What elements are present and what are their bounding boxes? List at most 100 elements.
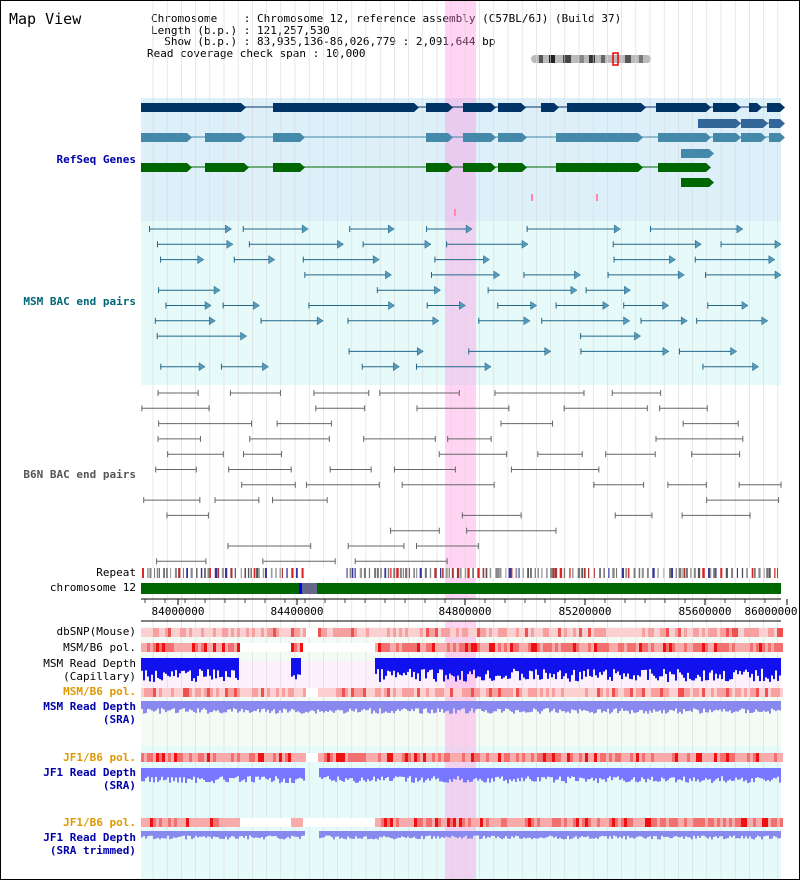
depth-bar	[467, 768, 469, 781]
depth-bar	[235, 768, 237, 778]
heat-cell	[204, 688, 207, 697]
heat-cell	[276, 688, 279, 697]
depth-bar	[249, 768, 251, 777]
depth-bar	[473, 658, 475, 670]
heat-cell	[528, 628, 531, 637]
depth-bar	[639, 701, 641, 711]
depth-bar	[367, 831, 369, 840]
depth-bar	[741, 768, 743, 778]
depth-bar	[543, 701, 545, 710]
depth-bar	[719, 768, 721, 782]
heat-cell	[189, 753, 192, 762]
depth-bar	[749, 768, 751, 783]
heat-cell	[594, 818, 597, 827]
heat-cell	[321, 643, 324, 652]
track-label-dbsnp: dbSNP(Mouse)	[56, 625, 136, 638]
heat-cell	[156, 818, 159, 827]
depth-bar	[515, 658, 517, 671]
heat-cell	[588, 818, 591, 827]
repeat-mark	[720, 568, 723, 578]
depth-bar	[323, 831, 325, 838]
heat-cell	[324, 628, 327, 637]
depth-bar	[489, 701, 491, 714]
depth-bar	[483, 831, 485, 836]
heat-cell	[387, 688, 390, 697]
depth-bar	[569, 768, 571, 779]
heat-cell	[480, 753, 483, 762]
depth-bar	[197, 658, 199, 676]
depth-bar	[277, 701, 279, 714]
heat-cell	[372, 628, 375, 637]
heat-cell	[213, 643, 216, 652]
heat-cell	[702, 643, 705, 652]
depth-bar	[213, 768, 215, 784]
heat-cell	[510, 688, 513, 697]
heat-cell	[423, 688, 426, 697]
heat-cell	[540, 643, 543, 652]
heat-cell	[693, 753, 696, 762]
heat-cell	[267, 818, 270, 827]
gene-exon	[463, 163, 491, 172]
depth-bar	[445, 658, 447, 676]
depth-bar	[605, 768, 607, 782]
heat-cell	[654, 818, 657, 827]
depth-bar	[437, 768, 439, 779]
heat-cell	[738, 628, 741, 637]
depth-bar	[463, 658, 465, 682]
depth-bar	[607, 768, 609, 779]
heat-cell	[618, 628, 621, 637]
heat-cell	[420, 753, 423, 762]
depth-bar	[587, 768, 589, 780]
depth-bar	[635, 701, 637, 713]
heat-cell	[738, 643, 741, 652]
depth-bar	[699, 768, 701, 783]
chromosome-ideogram[interactable]	[529, 52, 655, 66]
heat-cell	[690, 753, 693, 762]
depth-bar	[617, 658, 619, 672]
heat-cell	[243, 628, 246, 637]
depth-bar	[339, 701, 341, 711]
depth-bar	[689, 768, 691, 779]
heat-cell	[423, 643, 426, 652]
depth-bar	[461, 658, 463, 671]
heat-cell	[624, 628, 627, 637]
repeat-mark	[178, 568, 181, 578]
depth-bar	[581, 701, 583, 711]
repeat-mark	[736, 568, 738, 578]
heat-cell	[615, 688, 618, 697]
depth-bar	[499, 831, 501, 838]
depth-bar	[187, 701, 189, 712]
show-line: Show (b.p.) : 83,935,136-86,026,779 : 2,…	[151, 35, 496, 48]
depth-bar	[751, 768, 753, 779]
heat-cell	[321, 753, 324, 762]
heat-cell	[582, 643, 585, 652]
heat-cell	[369, 818, 372, 827]
heat-cell	[297, 643, 300, 652]
repeat-mark	[250, 568, 252, 578]
heat-cell	[432, 753, 435, 762]
depth-bar	[357, 831, 359, 839]
depth-bar	[311, 701, 313, 711]
depth-bar	[361, 831, 363, 839]
heat-cell	[624, 818, 627, 827]
depth-bar	[587, 831, 589, 837]
depth-bar	[201, 831, 203, 837]
repeat-mark	[459, 568, 462, 578]
repeat-mark	[608, 568, 610, 578]
heat-cell	[258, 753, 261, 762]
axis-tick-label: 84800000	[439, 605, 492, 618]
depth-bar	[157, 658, 159, 678]
repeat-mark	[387, 568, 390, 578]
heat-cell	[576, 818, 579, 827]
depth-bar	[451, 768, 453, 782]
depth-bar	[741, 831, 743, 836]
depth-bar	[293, 658, 295, 676]
depth-bar	[193, 768, 195, 777]
depth-bar	[703, 768, 705, 781]
repeat-mark	[508, 568, 511, 578]
heat-cell	[435, 688, 438, 697]
heat-cell	[690, 643, 693, 652]
heat-cell	[603, 643, 606, 652]
depth-bar	[585, 701, 587, 711]
